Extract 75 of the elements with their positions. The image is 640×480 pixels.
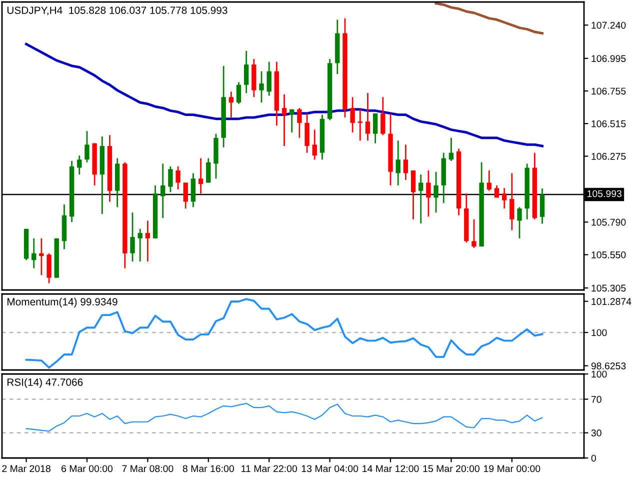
x-tick-label: 15 Mar 20:00 — [423, 465, 480, 472]
candlestick — [358, 108, 363, 142]
candlestick — [198, 158, 204, 194]
y-tick-label: 100 — [592, 329, 607, 336]
chart-title: RSI(14) 47.7066 — [8, 378, 83, 388]
ref-line-label: 105.993 — [588, 190, 622, 198]
y-tick-label: 106.275 — [592, 152, 626, 160]
candlestick — [426, 170, 431, 218]
chart-title: Momentum(14) 99.9349 — [8, 298, 118, 308]
candlestick — [380, 96, 386, 136]
candlestick — [228, 90, 234, 118]
x-tick-label: 7 Mar 08:00 — [122, 465, 174, 472]
candlestick — [259, 70, 264, 104]
y-tick-label: 105.305 — [592, 284, 626, 292]
candlestick — [472, 218, 476, 249]
candlestick — [183, 182, 188, 210]
candlestick — [77, 154, 82, 176]
x-tick-label: 8 Mar 16:00 — [182, 465, 234, 472]
candlestick — [46, 252, 52, 284]
candlestick — [32, 238, 36, 269]
candlestick — [418, 174, 424, 224]
candlestick — [84, 130, 90, 163]
x-tick-label: 2 Mar 2018 — [2, 465, 50, 472]
candlestick — [206, 158, 211, 184]
candlestick — [304, 112, 310, 154]
candlestick — [517, 206, 522, 240]
candlestick — [502, 187, 507, 210]
candlestick — [145, 220, 150, 262]
candlestick — [290, 108, 294, 134]
candlestick — [350, 96, 355, 134]
candlestick — [282, 94, 287, 147]
y-tick-label: 106.995 — [592, 55, 626, 62]
candlestick — [130, 212, 135, 262]
candlestick — [39, 238, 44, 276]
line-series — [434, 2, 544, 34]
x-tick-label: 11 Mar 22:00 — [242, 465, 298, 472]
candlestick — [486, 170, 492, 192]
y-tick-label: 0 — [591, 454, 596, 462]
candlestick — [510, 172, 514, 231]
x-tick-label: 19 Mar 00:00 — [484, 465, 540, 472]
y-tick-label: 105.550 — [592, 251, 626, 258]
candlestick — [396, 140, 400, 186]
line-series — [26, 402, 543, 432]
candlestick — [244, 50, 249, 94]
candlestick — [365, 92, 370, 142]
chart-title: USDJPY,H4 105.828 106.037 105.778 105.993 — [7, 6, 228, 16]
x-tick-label: 14 Mar 12:00 — [362, 465, 419, 472]
y-tick-label: 70 — [591, 396, 602, 403]
candlestick — [312, 129, 317, 160]
y-tick-label: 106.515 — [592, 120, 626, 128]
candlestick — [266, 61, 272, 96]
y-tick-label: 30 — [591, 430, 602, 436]
candlestick — [236, 81, 242, 105]
candlestick — [190, 172, 196, 208]
candlestick — [403, 144, 408, 181]
candlestick — [410, 170, 416, 220]
candlestick — [372, 112, 378, 144]
x-tick-label: 13 Mar 04:00 — [302, 465, 358, 472]
line-series — [25, 42, 544, 148]
candlestick — [448, 137, 454, 162]
candlestick — [434, 171, 438, 214]
y-tick-label: 100 — [592, 370, 607, 378]
candlestick — [160, 162, 166, 219]
y-tick-label: 101.2874 — [592, 298, 632, 305]
y-tick-label: 106.755 — [592, 88, 626, 95]
candlestick — [297, 107, 302, 139]
candlestick — [176, 166, 180, 190]
candlestick — [494, 184, 500, 198]
candlestick — [168, 166, 173, 193]
candlestick — [540, 188, 545, 224]
y-tick-label: 105.790 — [592, 218, 626, 226]
y-tick-label: 98.6253 — [591, 362, 626, 370]
candlestick — [138, 228, 142, 262]
y-tick-label: 107.240 — [592, 22, 626, 29]
x-tick-label: 6 Mar 00:00 — [62, 465, 113, 472]
